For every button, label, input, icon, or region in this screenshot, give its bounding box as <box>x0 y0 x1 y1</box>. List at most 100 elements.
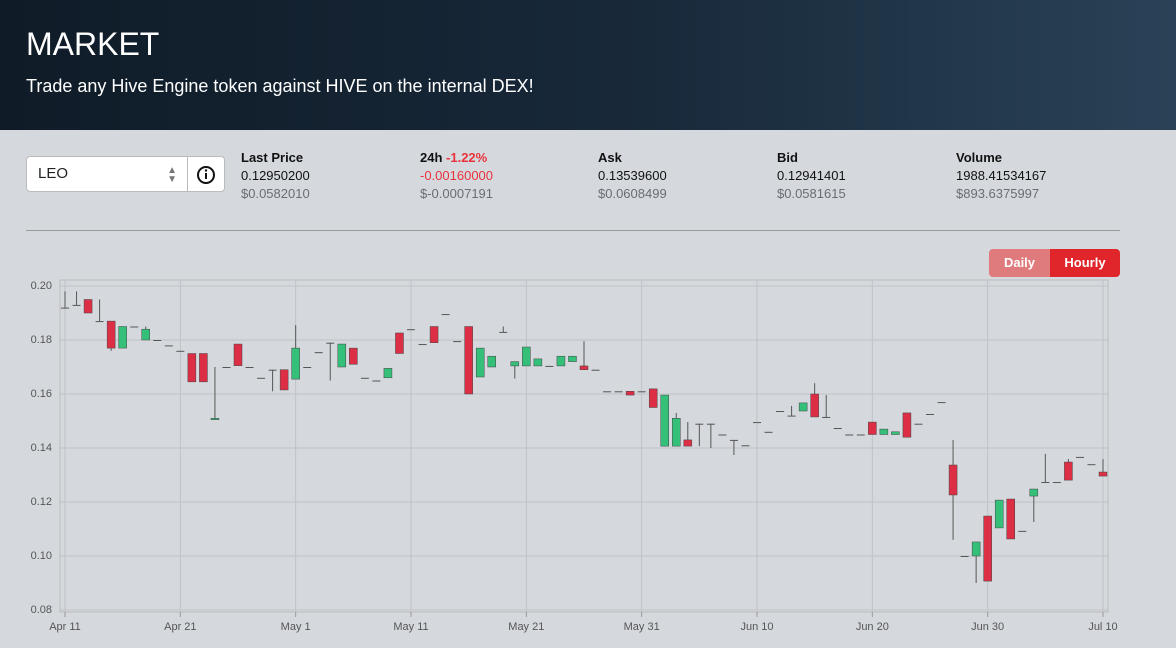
candle-body <box>61 307 69 309</box>
stat: 24h -1.22% -0.00160000 $-0.0007191 <box>420 149 493 203</box>
candle-body <box>660 394 669 447</box>
x-tick-label: Jun 30 <box>971 621 1004 633</box>
info-icon <box>197 166 215 184</box>
arrow-up: ▲ <box>167 165 177 176</box>
candle-body <box>948 464 958 496</box>
stat: Last Price 0.12950200 $0.0582010 <box>241 149 310 203</box>
candle-body <box>1087 464 1096 466</box>
stat-label-row: 24h -1.22% <box>420 149 493 167</box>
y-tick-label: 0.10 <box>31 550 52 562</box>
candle-body <box>72 304 81 306</box>
x-tick-label: Jul 10 <box>1088 621 1117 633</box>
candle-body <box>464 326 473 395</box>
candle-body <box>407 329 415 331</box>
x-tick-label: Apr 11 <box>49 621 81 633</box>
candle-body <box>210 418 220 420</box>
candle-body <box>994 499 1004 529</box>
candle-body <box>833 428 842 430</box>
x-tick-label: Jun 20 <box>856 621 889 633</box>
stat: Bid 0.12941401 $0.0581615 <box>777 149 846 203</box>
token-select[interactable]: LEO ▲ ▼ <box>26 156 188 192</box>
candle-body <box>625 391 635 396</box>
candle-body <box>603 391 612 393</box>
candle-body <box>695 423 704 425</box>
candle-body <box>349 347 358 365</box>
candle-body <box>568 355 577 362</box>
range-button[interactable]: Daily <box>989 249 1050 277</box>
candle-body <box>233 343 243 366</box>
stat-label: Bid <box>777 150 798 165</box>
candle-body <box>164 345 173 347</box>
info-button[interactable] <box>188 156 225 192</box>
candle-body <box>118 326 127 349</box>
candle-body <box>810 393 819 418</box>
stat-value: 0.12941401 <box>777 168 846 183</box>
candle-body <box>1006 498 1015 540</box>
stat: Volume 1988.41534167 $893.6375997 <box>956 149 1046 203</box>
candle-body <box>279 369 289 391</box>
stat-label: Ask <box>598 150 622 165</box>
y-tick-label: 0.08 <box>31 604 52 616</box>
candle-body <box>360 377 369 379</box>
candle-body <box>960 556 969 557</box>
stat-label: 24h <box>420 150 443 165</box>
candle-body <box>614 391 623 393</box>
stat-usd: $0.0582010 <box>241 186 310 201</box>
divider <box>26 230 1120 231</box>
candle-body <box>106 320 116 349</box>
x-tick-label: Apr 21 <box>164 621 196 633</box>
candle-body <box>556 355 566 367</box>
stat-label: Last Price <box>241 150 304 165</box>
candle-body <box>845 434 854 436</box>
candle-body <box>868 421 877 435</box>
x-tick-label: May 1 <box>281 621 311 633</box>
candle-body <box>776 411 785 413</box>
candle-body <box>637 391 646 393</box>
range-button[interactable]: Hourly <box>1050 249 1120 277</box>
stat-value: 0.13539600 <box>598 168 667 183</box>
title: MARKET <box>26 26 160 62</box>
candle-body <box>729 439 738 441</box>
candle-body <box>579 365 589 370</box>
candle-body <box>429 326 439 343</box>
candle-body <box>902 412 912 438</box>
candle-body <box>683 439 693 447</box>
candle-body <box>222 367 231 368</box>
candle-body <box>314 352 323 354</box>
y-tick-label: 0.20 <box>31 280 52 292</box>
candle-body <box>741 445 750 447</box>
y-tick-label: 0.18 <box>31 334 52 346</box>
candle-body <box>83 299 93 314</box>
candle-body <box>303 367 312 368</box>
candle-body <box>418 344 427 346</box>
candle-body <box>971 541 981 557</box>
candle-body <box>672 418 681 447</box>
candle-body <box>822 416 831 418</box>
x-tick-label: May 31 <box>624 621 660 633</box>
candle-body <box>141 328 150 341</box>
candle-body <box>176 350 185 352</box>
candle-body <box>1041 482 1050 484</box>
candle-body <box>926 413 934 415</box>
stat-usd: $-0.0007191 <box>420 186 494 201</box>
candle-body <box>199 353 208 383</box>
token-value: LEO <box>38 165 69 182</box>
stat-value: 1988.41534167 <box>956 168 1047 183</box>
candle-body <box>753 422 761 424</box>
candle-body <box>257 377 266 379</box>
stat-value: -0.00160000 <box>420 168 494 183</box>
x-tick-label: May 11 <box>393 621 428 633</box>
y-tick-label: 0.14 <box>31 442 52 454</box>
plot-frame <box>59 279 1109 613</box>
candle-body <box>983 515 992 582</box>
candle-body <box>798 402 808 412</box>
candle-body <box>891 431 900 435</box>
arrow-down: ▼ <box>167 174 177 185</box>
candle-body <box>522 346 531 367</box>
stat-usd: $0.0608499 <box>598 186 667 201</box>
candle-body <box>268 369 277 371</box>
stat: Ask 0.13539600 $0.0608499 <box>598 149 667 203</box>
candle-body <box>475 347 485 378</box>
